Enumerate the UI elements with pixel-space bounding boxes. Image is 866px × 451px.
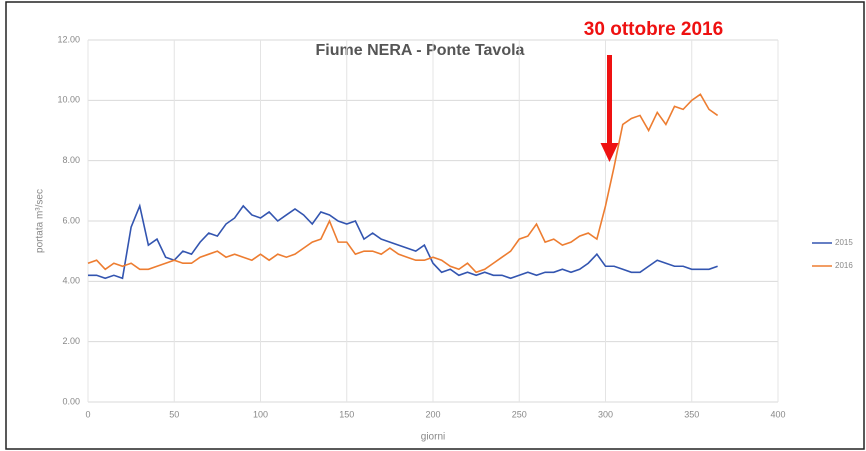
x-tick-label: 400 — [770, 409, 785, 419]
y-tick-label: 4.00 — [62, 276, 80, 286]
x-tick-label: 150 — [339, 409, 354, 419]
x-tick-label: 300 — [598, 409, 613, 419]
annotation-arrowhead — [600, 143, 619, 162]
x-tick-label: 0 — [85, 409, 90, 419]
annotation: 30 ottobre 2016 — [584, 19, 723, 40]
y-axis-label: portata m³/sec — [35, 189, 46, 253]
frame — [5, 1, 865, 450]
y-tick-label: 2.00 — [62, 336, 80, 346]
legend-label: 2016 — [835, 261, 853, 270]
y-tick-label: 6.00 — [62, 215, 80, 225]
x-tick-label: 350 — [684, 409, 699, 419]
y-tick-label: 10.00 — [57, 95, 80, 105]
legend-label: 2015 — [835, 238, 853, 247]
x-axis-label: giorni — [421, 432, 445, 443]
x-tick-label: 50 — [169, 409, 179, 419]
series-line — [87, 93, 719, 274]
y-tick-label: 0.00 — [62, 396, 80, 406]
x-tick-label: 200 — [425, 409, 440, 419]
y-tick-label: 12.00 — [57, 34, 80, 44]
y-tick-label: 8.00 — [62, 155, 80, 165]
series-line — [88, 203, 718, 280]
x-tick-label: 100 — [253, 409, 268, 419]
x-tick-label: 250 — [512, 409, 527, 419]
chart-title: Fiume NERA - Ponte Tavola — [316, 42, 525, 59]
